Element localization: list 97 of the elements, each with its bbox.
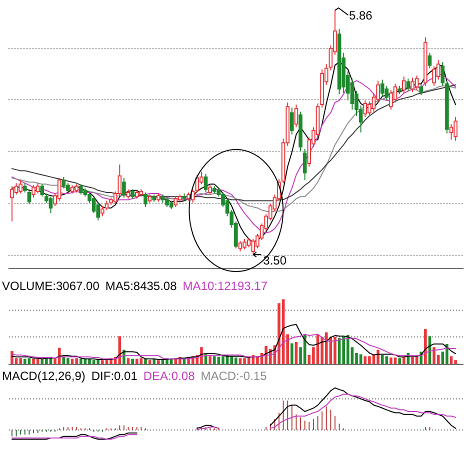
chart-title: VOLUME:3067.00 <box>2 279 100 293</box>
candlestick <box>208 184 212 196</box>
candlestick <box>454 116 458 142</box>
candlestick <box>428 52 432 69</box>
bar <box>92 360 96 364</box>
candlestick <box>363 100 368 118</box>
text: MA10:12193.17 <box>182 279 268 293</box>
candlestick <box>393 83 398 103</box>
bar <box>247 358 250 364</box>
bar <box>324 332 328 364</box>
candlestick <box>66 182 70 193</box>
candlestick <box>419 83 424 96</box>
bar <box>278 303 280 364</box>
text: DEA:0.08 <box>143 369 196 383</box>
bar <box>88 358 91 364</box>
bar <box>152 358 156 364</box>
bar <box>432 347 436 364</box>
candlestick <box>126 188 130 200</box>
candlestick <box>449 124 454 140</box>
bar <box>380 354 384 364</box>
candlestick <box>432 66 436 86</box>
candlestick <box>290 107 294 136</box>
bar <box>238 358 242 364</box>
candlestick <box>48 196 53 214</box>
bar <box>230 356 234 364</box>
bar <box>334 336 336 364</box>
candlestick <box>165 197 169 208</box>
text: DIF:0.01 <box>91 369 138 383</box>
bar <box>157 360 160 364</box>
text: MACD:-0.15 <box>200 369 268 383</box>
bar <box>75 358 78 364</box>
candlestick <box>294 104 298 128</box>
candlestick <box>32 184 36 198</box>
candlestick <box>18 180 22 194</box>
bar <box>390 358 392 364</box>
candlestick <box>130 188 134 200</box>
candlestick <box>36 182 40 194</box>
bar <box>222 356 224 364</box>
candlestick <box>389 90 393 110</box>
candlestick <box>410 77 414 93</box>
bar <box>79 358 82 364</box>
bar <box>66 358 70 364</box>
bar <box>208 356 212 364</box>
bar <box>135 358 138 364</box>
candlestick <box>57 177 62 202</box>
candlestick <box>78 184 83 196</box>
bar <box>398 358 401 364</box>
candlestick <box>251 238 256 256</box>
bar <box>28 358 31 364</box>
bar <box>364 356 367 364</box>
bar <box>144 358 147 364</box>
candlestick <box>14 182 18 196</box>
bar <box>402 356 406 364</box>
candlestick <box>10 186 14 222</box>
bar <box>32 358 35 364</box>
candlestick <box>122 177 126 198</box>
bar <box>213 356 216 364</box>
candlestick <box>384 85 389 101</box>
candlestick <box>302 148 307 181</box>
candlestick <box>40 184 44 198</box>
candlestick <box>174 196 178 208</box>
bar <box>454 360 457 364</box>
candlestick <box>414 75 419 91</box>
candlestick <box>104 200 109 211</box>
bar <box>40 358 44 364</box>
candlestick <box>406 78 410 92</box>
candlestick <box>402 76 406 94</box>
chart-title: MACD(12,26,9) <box>2 369 86 383</box>
candlestick <box>27 188 32 204</box>
bar <box>10 351 14 364</box>
annotation: 3.50 <box>263 254 287 268</box>
bar <box>290 343 294 364</box>
candlestick <box>380 79 384 97</box>
bar <box>376 350 380 364</box>
bar <box>394 358 397 364</box>
bar <box>19 358 22 364</box>
bar <box>148 360 152 364</box>
bar <box>126 358 130 364</box>
candlestick <box>238 240 242 252</box>
bar <box>385 356 388 364</box>
bar <box>411 356 414 364</box>
bar <box>446 344 448 364</box>
bar <box>101 360 104 364</box>
candlestick <box>440 62 445 86</box>
annotation: 5.86 <box>348 8 373 22</box>
candlestick <box>92 196 96 214</box>
candlestick <box>144 192 148 208</box>
candlestick <box>204 173 208 193</box>
text: MA5:8435.08 <box>105 279 178 293</box>
bar <box>140 358 143 364</box>
bar <box>131 358 134 364</box>
bar <box>24 358 26 364</box>
bar <box>424 329 427 364</box>
candlestick <box>350 78 354 110</box>
bar <box>450 356 453 364</box>
candlestick <box>436 60 440 80</box>
candlestick <box>62 176 66 189</box>
